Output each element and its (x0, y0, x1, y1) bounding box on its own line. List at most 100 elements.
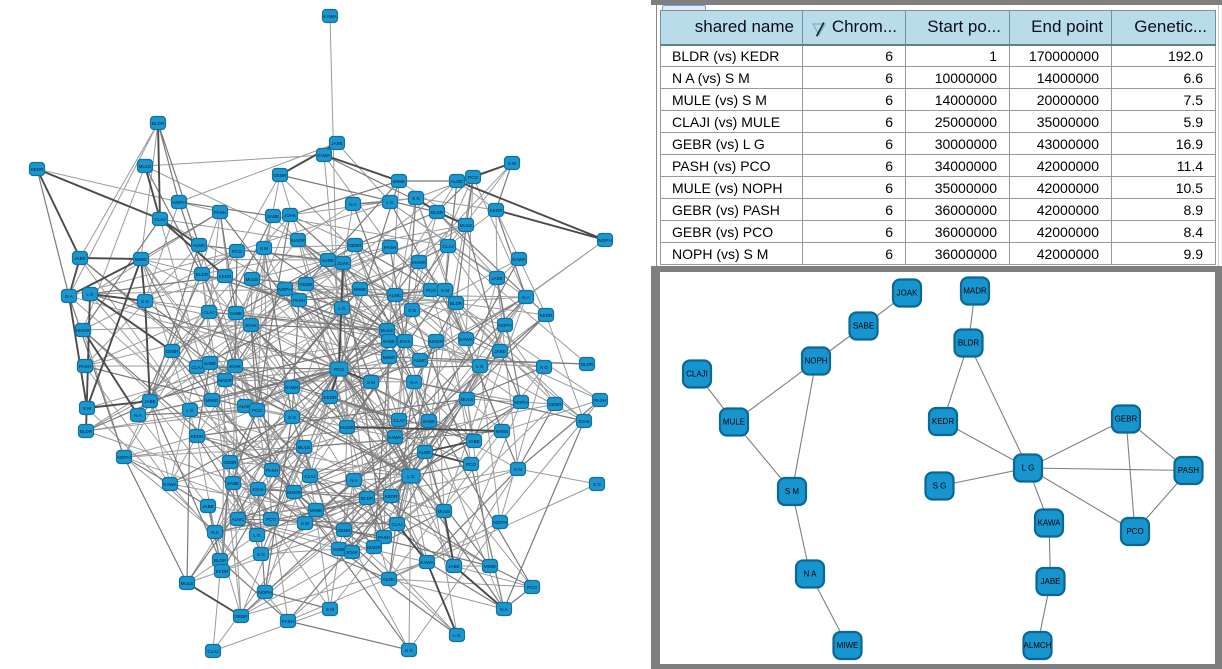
svg-text:CLAJ: CLAJ (304, 474, 315, 479)
svg-text:CLAJ: CLAJ (391, 522, 402, 527)
svg-text:GEBR: GEBR (223, 460, 237, 465)
svg-text:L G: L G (386, 200, 394, 205)
svg-text:PCO: PCO (466, 462, 476, 467)
svg-text:NOPH: NOPH (498, 323, 511, 328)
svg-text:MIWE: MIWE (837, 641, 859, 650)
svg-text:KEDR: KEDR (385, 494, 398, 499)
svg-text:N A: N A (65, 294, 73, 299)
svg-text:MULE: MULE (246, 277, 259, 282)
svg-text:SABE: SABE (267, 214, 279, 219)
svg-text:ALMC: ALMC (414, 358, 427, 363)
svg-text:BLDR: BLDR (431, 210, 444, 215)
svg-text:SABE: SABE (333, 547, 345, 552)
svg-text:N A: N A (410, 380, 418, 385)
svg-text:GEBR: GEBR (337, 528, 351, 533)
svg-text:JABE: JABE (491, 276, 503, 281)
svg-text:JOAK: JOAK (284, 213, 297, 218)
svg-text:MULE: MULE (139, 164, 152, 169)
svg-text:PCO: PCO (426, 288, 436, 293)
svg-text:SABE: SABE (322, 258, 334, 263)
svg-text:L G: L G (338, 306, 346, 311)
svg-text:PASH: PASH (214, 210, 226, 215)
svg-text:PASH: PASH (378, 535, 390, 540)
svg-text:JOAK: JOAK (229, 364, 242, 369)
svg-text:NOPH: NOPH (117, 455, 130, 460)
svg-text:L G: L G (476, 364, 484, 369)
svg-text:MULE: MULE (438, 509, 451, 514)
svg-text:S G: S G (933, 482, 947, 491)
svg-text:MULE: MULE (298, 445, 311, 450)
svg-text:ALMC: ALMC (451, 179, 464, 184)
svg-text:MIWE: MIWE (206, 398, 219, 403)
svg-text:MIWE: MIWE (383, 355, 396, 360)
svg-text:N A: N A (211, 530, 219, 535)
svg-text:MULE: MULE (381, 328, 394, 333)
svg-text:PCO: PCO (527, 585, 537, 590)
svg-text:NOPH: NOPH (258, 590, 271, 595)
svg-text:CLAJ: CLAJ (154, 217, 165, 222)
svg-text:ALMC: ALMC (389, 293, 402, 298)
svg-text:NOPH: NOPH (172, 200, 185, 205)
svg-text:PCO: PCO (266, 517, 276, 522)
svg-text:NOPH: NOPH (278, 287, 291, 292)
svg-text:MADR: MADR (367, 545, 381, 550)
svg-text:S G: S G (593, 482, 601, 487)
svg-text:KAWA: KAWA (459, 337, 473, 342)
svg-text:JABE: JABE (468, 439, 480, 444)
svg-text:MIWE: MIWE (484, 564, 497, 569)
svg-text:JOAK: JOAK (897, 289, 919, 298)
svg-text:L G: L G (86, 292, 94, 297)
svg-text:PCO: PCO (1126, 527, 1143, 536)
svg-text:N A: N A (522, 295, 530, 300)
svg-text:JOAK: JOAK (346, 550, 359, 555)
svg-text:MIWE: MIWE (310, 508, 323, 513)
svg-text:N A: N A (134, 413, 142, 418)
svg-text:KEDR: KEDR (324, 395, 337, 400)
svg-text:GEBR: GEBR (548, 402, 562, 407)
svg-text:MADR: MADR (287, 490, 301, 495)
svg-text:MADR: MADR (412, 260, 426, 265)
svg-text:PASH: PASH (79, 364, 91, 369)
svg-text:L G: L G (407, 474, 415, 479)
svg-text:JABE: JABE (331, 141, 343, 146)
svg-text:ALMC: ALMC (193, 243, 206, 248)
svg-text:MULE: MULE (723, 418, 745, 427)
svg-text:L G: L G (453, 633, 461, 638)
svg-text:ALMC: ALMC (383, 577, 396, 582)
svg-text:NOPH: NOPH (804, 357, 827, 366)
svg-text:KAWA: KAWA (420, 560, 434, 565)
svg-text:S M: S M (326, 607, 334, 612)
svg-text:CLAJ: CLAJ (203, 310, 214, 315)
svg-text:KEDR: KEDR (216, 569, 229, 574)
svg-text:BLDR: BLDR (196, 272, 209, 277)
svg-text:S G: S G (257, 552, 265, 557)
svg-text:BLDR: BLDR (214, 558, 227, 563)
svg-text:SABE: SABE (230, 311, 242, 316)
svg-text:KAWA: KAWA (323, 14, 337, 19)
svg-text:ALMCH: ALMCH (1023, 641, 1051, 650)
svg-text:BLDR: BLDR (581, 362, 594, 367)
svg-text:MADR: MADR (76, 328, 90, 333)
svg-text:N A: N A (350, 478, 358, 483)
svg-text:KEDR: KEDR (219, 274, 232, 279)
svg-text:CLAJI: CLAJI (686, 370, 708, 379)
svg-text:KEDR: KEDR (540, 313, 553, 318)
svg-text:S G: S G (405, 648, 413, 653)
svg-text:PCO: PCO (232, 249, 242, 254)
svg-text:SABE: SABE (853, 322, 874, 331)
svg-text:GEBR: GEBR (1115, 415, 1138, 424)
svg-text:JOAK: JOAK (245, 323, 258, 328)
svg-text:S M: S M (441, 288, 449, 293)
svg-text:KEDR: KEDR (490, 208, 503, 213)
svg-text:PASH: PASH (1178, 466, 1199, 475)
svg-text:S M: S M (508, 161, 516, 166)
svg-text:KEDR: KEDR (191, 434, 204, 439)
svg-text:MADR: MADR (429, 339, 443, 344)
svg-text:ALMC: ALMC (239, 404, 252, 409)
svg-text:JABE: JABE (494, 349, 506, 354)
svg-text:S G: S G (412, 196, 420, 201)
svg-text:PCO: PCO (334, 367, 344, 372)
svg-text:GEBR: GEBR (165, 349, 179, 354)
svg-text:CLAJ: CLAJ (393, 418, 404, 423)
svg-text:SABE: SABE (383, 339, 395, 344)
